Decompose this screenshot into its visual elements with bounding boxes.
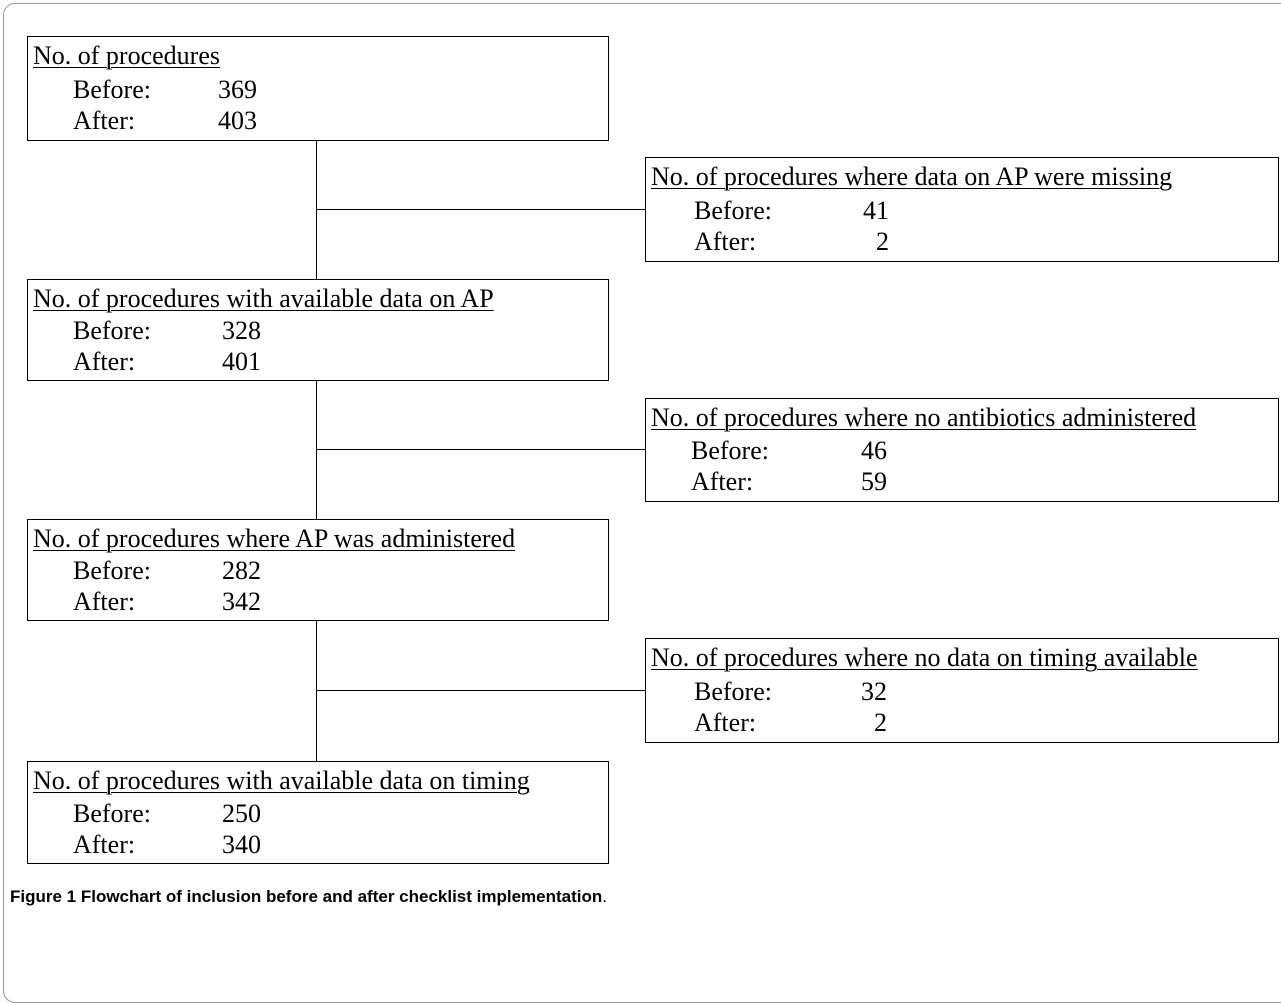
- before-label: Before:: [694, 677, 772, 706]
- after-value: 2: [874, 708, 887, 737]
- after-value: 403: [218, 106, 257, 135]
- exclusion-box-no-antibiotics: No. of procedures where no antibiotics a…: [645, 398, 1279, 502]
- step-box-available-data-timing: No. of procedures with available data on…: [27, 761, 609, 864]
- before-label: Before:: [73, 75, 151, 104]
- after-value: 401: [222, 347, 261, 376]
- figure-caption: Figure 1 Flowchart of inclusion before a…: [10, 887, 607, 907]
- connector-main-1: [316, 141, 317, 279]
- exclusion-box-no-timing: No. of procedures where no data on timin…: [645, 638, 1279, 743]
- exclusion-title: No. of procedures where data on AP were …: [651, 162, 1173, 191]
- exclusion-box-ap-missing: No. of procedures where data on AP were …: [645, 157, 1279, 262]
- after-label: After:: [73, 106, 136, 135]
- before-value: 282: [222, 556, 261, 585]
- connector-branch-3: [316, 690, 645, 691]
- step-box-available-data-ap: No. of procedures with available data on…: [27, 279, 609, 381]
- before-value: 32: [861, 677, 887, 706]
- after-value: 59: [861, 467, 887, 496]
- step-box-ap-administered: No. of procedures where AP was administe…: [27, 519, 609, 621]
- after-label: After:: [691, 467, 754, 496]
- before-value: 46: [861, 436, 887, 465]
- before-value: 369: [218, 75, 257, 104]
- after-label: After:: [73, 830, 136, 859]
- exclusion-title: No. of procedures where no data on timin…: [651, 643, 1198, 672]
- connector-branch-1: [316, 209, 645, 210]
- step-title: No. of procedures with available data on…: [33, 766, 530, 795]
- after-value: 2: [876, 227, 889, 256]
- after-label: After:: [694, 708, 757, 737]
- connector-main-3: [316, 621, 317, 761]
- before-value: 41: [863, 196, 889, 225]
- connector-branch-2: [316, 449, 645, 450]
- before-value: 250: [222, 799, 261, 828]
- after-label: After:: [694, 227, 757, 256]
- after-value: 342: [222, 587, 261, 616]
- step-title: No. of procedures with available data on…: [33, 284, 494, 313]
- before-label: Before:: [73, 556, 151, 585]
- caption-period: .: [602, 887, 608, 906]
- before-value: 328: [222, 316, 261, 345]
- caption-bold: Figure 1 Flowchart of inclusion before a…: [10, 887, 603, 906]
- after-label: After:: [73, 587, 136, 616]
- before-label: Before:: [73, 799, 151, 828]
- step-title: No. of procedures: [33, 41, 220, 70]
- connector-main-2: [316, 381, 317, 519]
- exclusion-title: No. of procedures where no antibiotics a…: [651, 403, 1197, 432]
- step-box-procedures: No. of procedures Before: 369 After: 403: [27, 36, 609, 141]
- after-label: After:: [73, 347, 136, 376]
- before-label: Before:: [691, 436, 769, 465]
- before-label: Before:: [694, 196, 772, 225]
- step-title: No. of procedures where AP was administe…: [33, 524, 516, 553]
- after-value: 340: [222, 830, 261, 859]
- before-label: Before:: [73, 316, 151, 345]
